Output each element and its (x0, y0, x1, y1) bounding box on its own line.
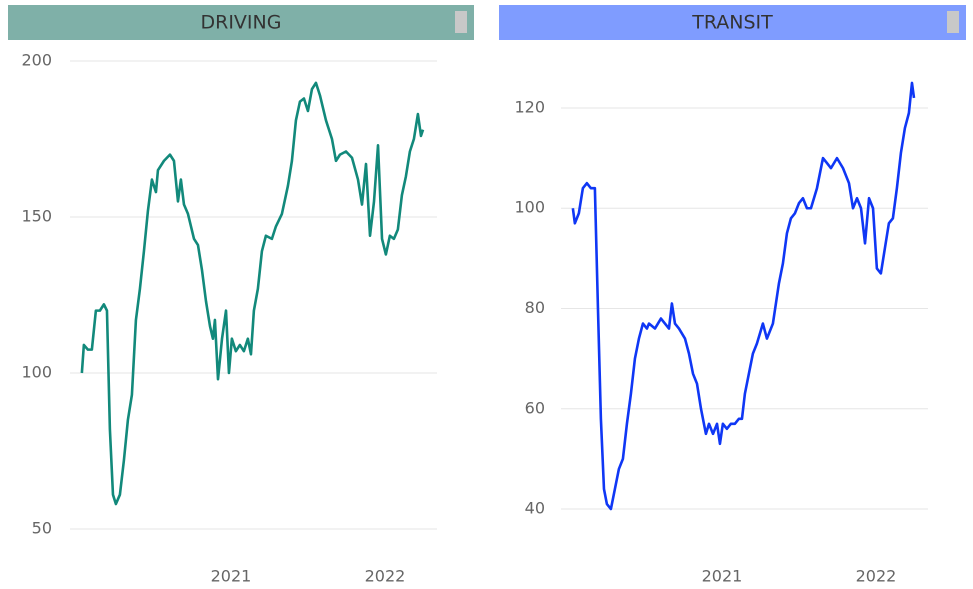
panel-toggle[interactable] (947, 11, 959, 33)
panel-toggle[interactable] (455, 11, 467, 33)
y-tick-label: 100 (514, 198, 545, 217)
y-tick-label: 80 (525, 298, 545, 317)
panel-title: DRIVING (201, 12, 282, 34)
y-tick-label: 40 (525, 499, 545, 518)
data-line (80, 81, 425, 506)
x-tick-label: 2022 (856, 567, 897, 586)
x-tick-label: 2021 (702, 567, 743, 586)
x-tick-label: 2022 (365, 567, 406, 586)
panel-header (499, 5, 966, 40)
y-tick-label: 60 (525, 398, 545, 417)
y-tick-label: 100 (21, 363, 52, 382)
y-tick-label: 150 (21, 207, 52, 226)
data-line (571, 81, 916, 511)
panel-header (8, 5, 474, 40)
y-tick-label: 200 (21, 51, 52, 70)
x-tick-label: 2021 (211, 567, 252, 586)
y-tick-label: 50 (32, 519, 52, 538)
y-tick-label: 120 (514, 97, 545, 116)
panel-title: TRANSIT (691, 12, 773, 34)
